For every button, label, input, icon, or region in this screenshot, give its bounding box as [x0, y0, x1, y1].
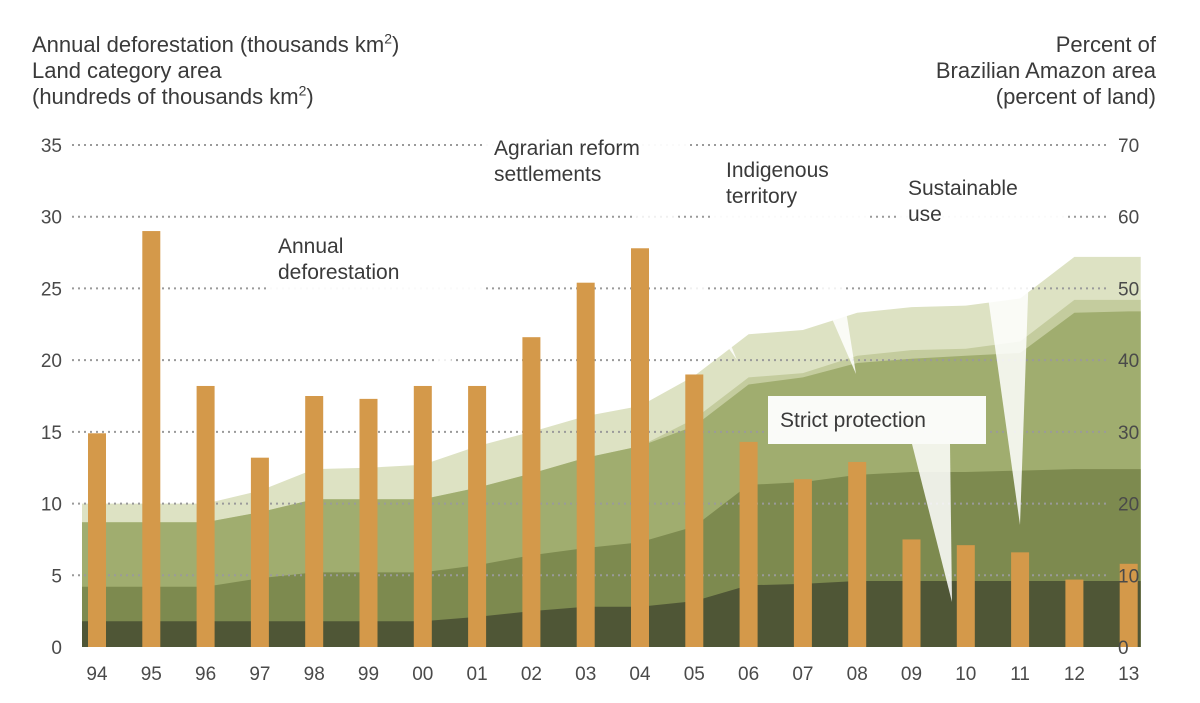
callout-text: settlements: [494, 163, 601, 186]
callout-agrarian: Agrarian reform settlements: [482, 124, 737, 360]
callout-pointer: [400, 302, 458, 392]
callout-sustainable: Sustainable use: [896, 164, 1066, 525]
left-tick-label: 20: [41, 351, 62, 372]
callout-indigenous: Indigenous territory: [714, 146, 870, 374]
x-tick-label: 02: [521, 664, 542, 685]
bar-10: [956, 545, 975, 647]
callout-text: deforestation: [278, 261, 399, 284]
right-tick-label: 60: [1118, 208, 1139, 229]
callout-strict: Strict protection: [768, 396, 986, 602]
x-tick-label: 10: [955, 664, 976, 685]
x-tick-label: 07: [792, 664, 813, 685]
callout-box: [266, 222, 486, 302]
x-tick-label: 12: [1064, 664, 1085, 685]
x-tick-label: 97: [249, 664, 270, 685]
bar-04: [631, 248, 649, 648]
x-tick-label: 04: [629, 664, 651, 685]
callout-text: Sustainable: [908, 177, 1018, 200]
bar-98: [305, 396, 324, 647]
bar-09: [902, 539, 921, 647]
callout-pointer: [790, 222, 856, 374]
right-tick-label: 10: [1118, 566, 1139, 587]
bar-96: [196, 385, 215, 647]
left-title-sup2: 2: [298, 82, 307, 99]
bar-95: [142, 231, 161, 648]
callout-text: Strict protection: [780, 409, 926, 432]
x-tick-label: 06: [738, 664, 759, 685]
callout-pointer: [980, 240, 1030, 525]
left-title-sup1: 2: [384, 30, 393, 47]
callout-text: Indigenous: [726, 159, 829, 182]
right-tick-label: 20: [1118, 495, 1139, 516]
callout-pointer: [912, 444, 952, 602]
left-tick-label: 35: [41, 136, 62, 157]
bar-05: [685, 374, 704, 647]
callout-layer: Annual deforestation Agrarian reform settle…: [266, 124, 1066, 602]
bar-03: [576, 282, 595, 647]
right-title-line1: Percent of: [1055, 32, 1156, 57]
bar-13: [1119, 563, 1138, 647]
x-tick-label: 11: [1010, 664, 1030, 685]
left-tick-label: 25: [41, 279, 62, 300]
callout-box: [482, 124, 688, 202]
area-layer: [82, 256, 1141, 647]
left-title-line3: (hundreds of thousands km: [32, 84, 299, 109]
left-tick-label: 10: [41, 495, 62, 516]
x-tick-label: 99: [358, 664, 379, 685]
left-tick-label: 5: [51, 566, 62, 587]
bar-11: [1011, 552, 1030, 647]
x-tick-label: 13: [1118, 664, 1139, 685]
x-tick-label: 95: [141, 664, 162, 685]
right-title-line2: Brazilian Amazon area: [935, 58, 1156, 83]
right-title-line3: (percent of land): [995, 84, 1156, 109]
right-tick-label: 30: [1118, 423, 1139, 444]
x-tick-label: 08: [847, 664, 868, 685]
callout-annual: Annual deforestation: [266, 222, 486, 392]
right-tick-label: 40: [1118, 351, 1139, 372]
right-axis-title: Percent of Brazilian Amazon area (percen…: [936, 32, 1156, 110]
x-tick-label: 09: [901, 664, 922, 685]
left-tick-label: 30: [41, 208, 62, 229]
area-strict-protection: [82, 581, 1141, 647]
callout-box: [896, 164, 1066, 240]
bar-layer: [88, 231, 1138, 648]
bar-01: [468, 385, 487, 647]
x-tick-label: 03: [575, 664, 596, 685]
right-tick-label: 70: [1118, 136, 1139, 157]
bar-97: [250, 457, 269, 647]
left-axis-title: Annual deforestation (thousands km2) Lan…: [32, 32, 399, 110]
right-tick-label: 50: [1118, 279, 1139, 300]
bar-07: [793, 479, 812, 647]
left-tick-label: 0: [51, 638, 62, 659]
bar-00: [413, 385, 432, 647]
callout-text: Annual: [278, 235, 343, 258]
left-title-line2: Land category area: [32, 58, 222, 83]
bar-94: [88, 433, 106, 647]
bar-12: [1065, 579, 1084, 647]
x-tick-label: 94: [86, 664, 108, 685]
callout-text: territory: [726, 185, 798, 208]
left-tick-label: 15: [41, 423, 62, 444]
callout-text: Agrarian reform: [494, 137, 640, 160]
bar-02: [522, 337, 541, 647]
x-tick-label: 98: [304, 664, 325, 685]
callout-box: [768, 396, 986, 444]
x-tick-label: 96: [195, 664, 216, 685]
x-tick-label: 00: [412, 664, 433, 685]
x-tick-label: 01: [467, 664, 488, 685]
callout-text: use: [908, 203, 942, 226]
right-tick-label: 0: [1118, 638, 1129, 659]
left-title-close2: ): [306, 84, 314, 109]
bar-06: [739, 441, 758, 647]
callout-pointer: [625, 202, 737, 360]
bar-08: [848, 461, 867, 647]
x-tick-label: 05: [684, 664, 705, 685]
left-title-close1: ): [392, 32, 400, 57]
bar-99: [359, 398, 378, 647]
callout-box: [714, 146, 870, 222]
left-title-line1: Annual deforestation (thousands km: [32, 32, 385, 57]
